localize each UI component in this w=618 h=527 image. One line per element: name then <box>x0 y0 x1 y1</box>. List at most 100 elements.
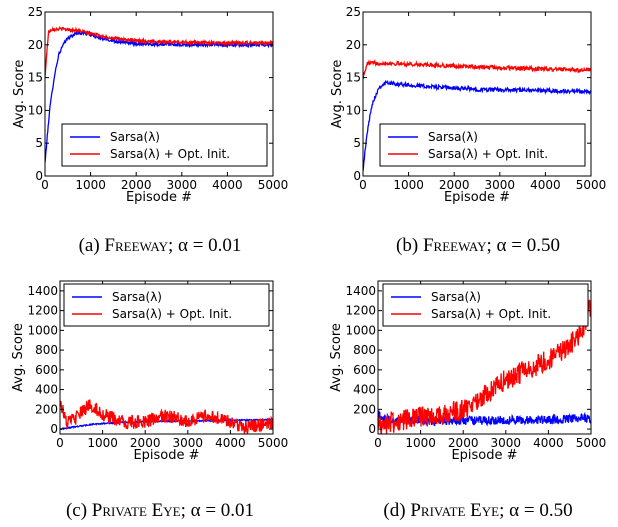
x-tick-label: 1000 <box>75 178 106 192</box>
chart-panel-b: 0 1000 2000 3000 4000 5000 0 5 10 15 20 25 Episode #… <box>330 5 606 256</box>
caption-prefix: (d) <box>383 500 410 521</box>
y-tick-label: 15 <box>346 71 361 85</box>
x-tick-label: 1000 <box>87 436 118 450</box>
y-axis-label: Avg. Score <box>11 323 26 392</box>
y-tick-label: 800 <box>353 343 376 357</box>
legend: Sarsa(λ) Sarsa(λ) + Opt. Init. <box>382 283 589 327</box>
y-tick-label: 200 <box>35 402 58 416</box>
y-tick-label: 0 <box>35 169 43 183</box>
y-tick-label: 20 <box>28 38 43 52</box>
y-tick-label: 0 <box>353 169 361 183</box>
legend-label-2: Sarsa(λ) + Opt. Init. <box>431 307 551 321</box>
x-tick-label: 2000 <box>448 436 479 450</box>
caption: (b) Freeway; α = 0.50 <box>396 235 560 256</box>
y-tick-label: 1000 <box>27 323 58 337</box>
x-tick-label: 1000 <box>393 178 424 192</box>
plot-frame <box>377 280 592 435</box>
x-tick-label: 5000 <box>258 178 289 192</box>
x-axis-label: Episode # <box>444 190 510 205</box>
chart-panel-a: 0 1000 2000 3000 4000 5000 0 5 10 15 20 25 Episode #… <box>12 5 288 256</box>
x-tick-label: 0 <box>359 178 367 192</box>
legend-label-2: Sarsa(λ) + Opt. Init. <box>110 147 230 161</box>
caption-name: Freeway <box>104 235 168 256</box>
x-tick-label: 4000 <box>212 178 243 192</box>
caption-param: ; α = 0.50 <box>487 235 560 256</box>
series-line-2 <box>45 25 273 78</box>
caption-name: Private Eye <box>410 500 499 521</box>
series-line-2 <box>363 58 591 80</box>
legend-label-2: Sarsa(λ) + Opt. Init. <box>112 307 232 321</box>
legend-label-1: Sarsa(λ) <box>112 290 162 304</box>
legend: Sarsa(λ) Sarsa(λ) + Opt. Init. <box>63 283 270 327</box>
y-tick-label: 1000 <box>345 323 376 337</box>
legend-box <box>382 283 589 327</box>
y-tick-label: 10 <box>28 103 43 117</box>
y-axis-label: Avg. Score <box>12 60 27 129</box>
caption-param: ; α = 0.01 <box>181 500 254 521</box>
y-tick-label: 1400 <box>27 284 58 298</box>
y-tick-label: 1200 <box>345 304 376 318</box>
legend-label-1: Sarsa(λ) <box>110 130 160 144</box>
legend-label-2: Sarsa(λ) + Opt. Init. <box>428 147 548 161</box>
y-tick-label: 0 <box>368 422 376 436</box>
plot-frame <box>362 11 592 177</box>
x-tick-label: 1000 <box>405 436 436 450</box>
x-tick-label: 2000 <box>130 436 161 450</box>
legend-label-1: Sarsa(λ) <box>428 130 478 144</box>
chart-panel-c: 0 1000 2000 3000 4000 5000 0 200 400 600 800 1000 12… <box>11 280 289 521</box>
series-line-2 <box>378 299 591 434</box>
legend-box <box>61 123 268 167</box>
y-tick-label: 400 <box>353 383 376 397</box>
y-tick-label: 600 <box>353 363 376 377</box>
caption-param: ; α = 0.50 <box>499 500 572 521</box>
y-tick-label: 0 <box>50 422 58 436</box>
series-line-1 <box>45 28 273 163</box>
y-tick-label: 5 <box>35 136 43 150</box>
y-tick-label: 800 <box>35 343 58 357</box>
caption-param: ; α = 0.01 <box>168 235 241 256</box>
x-tick-label: 2000 <box>121 178 152 192</box>
y-tick-label: 20 <box>346 38 361 52</box>
x-axis-label: Episode # <box>126 190 192 205</box>
x-tick-label: 0 <box>374 436 382 450</box>
y-tick-label: 1200 <box>27 304 58 318</box>
series-line-1 <box>363 79 591 172</box>
x-tick-label: 4000 <box>530 178 561 192</box>
x-axis-label: Episode # <box>133 448 199 463</box>
x-tick-label: 5000 <box>576 436 607 450</box>
caption: (a) Freeway; α = 0.01 <box>79 235 242 256</box>
legend: Sarsa(λ) Sarsa(λ) + Opt. Init. <box>61 123 268 167</box>
legend: Sarsa(λ) Sarsa(λ) + Opt. Init. <box>379 123 586 167</box>
y-tick-label: 200 <box>353 402 376 416</box>
plot-frame <box>59 280 274 435</box>
caption-name: Private Eye <box>92 500 181 521</box>
y-tick-label: 10 <box>346 103 361 117</box>
y-tick-label: 600 <box>35 363 58 377</box>
legend-label-1: Sarsa(λ) <box>431 290 481 304</box>
y-tick-label: 5 <box>353 136 361 150</box>
x-tick-label: 3000 <box>491 436 522 450</box>
legend-box <box>379 123 586 167</box>
caption-name: Freeway <box>423 235 487 256</box>
x-tick-label: 5000 <box>576 178 607 192</box>
y-axis-label: Avg. Score <box>329 323 344 392</box>
legend-box <box>63 283 270 327</box>
x-tick-label: 5000 <box>258 436 289 450</box>
chart-panel-d: 0 1000 2000 3000 4000 5000 0 200 400 600 800 1000 12… <box>329 280 607 521</box>
x-axis-label: Episode # <box>451 448 517 463</box>
caption-prefix: (c) <box>66 500 92 521</box>
caption-prefix: (a) <box>79 235 105 256</box>
y-tick-label: 1400 <box>345 284 376 298</box>
caption: (d) Private Eye; α = 0.50 <box>383 500 572 521</box>
caption-prefix: (b) <box>396 235 423 256</box>
y-tick-label: 400 <box>35 383 58 397</box>
x-tick-label: 4000 <box>533 436 564 450</box>
y-axis-label: Avg. Score <box>330 60 345 129</box>
x-tick-label: 3000 <box>485 178 516 192</box>
x-tick-label: 3000 <box>167 178 198 192</box>
y-tick-label: 15 <box>28 71 43 85</box>
plot-frame <box>44 11 274 177</box>
y-tick-label: 25 <box>346 5 361 19</box>
x-tick-label: 0 <box>56 436 64 450</box>
